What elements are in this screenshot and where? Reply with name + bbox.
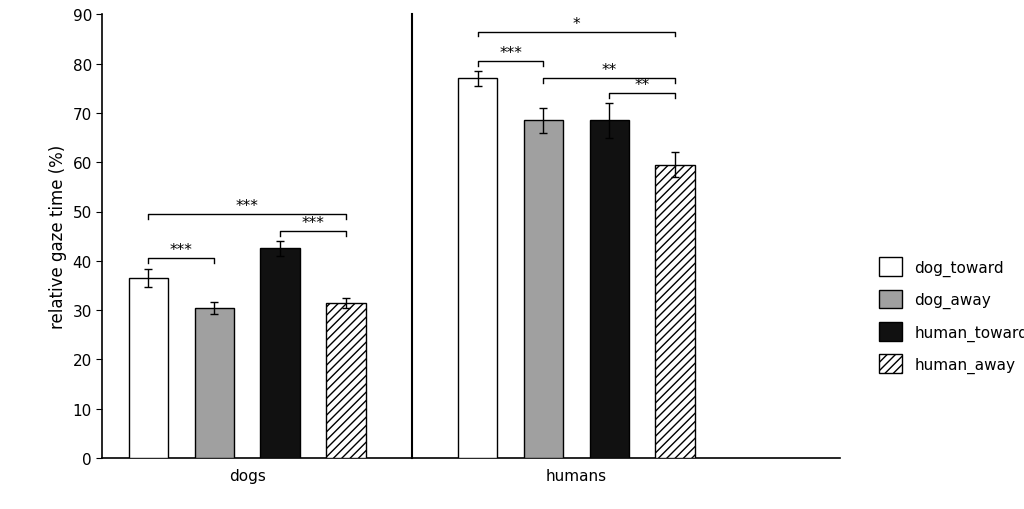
Bar <box>458 79 498 458</box>
Bar <box>327 303 366 458</box>
Bar <box>655 165 695 458</box>
Bar <box>260 249 300 458</box>
Text: *: * <box>572 16 581 32</box>
Bar <box>129 278 168 458</box>
Text: ***: *** <box>302 216 325 231</box>
Bar <box>195 308 234 458</box>
Y-axis label: relative gaze time (%): relative gaze time (%) <box>49 145 67 329</box>
Text: ***: *** <box>170 243 193 258</box>
Legend: dog_toward, dog_away, human_toward, human_away: dog_toward, dog_away, human_toward, huma… <box>872 251 1024 380</box>
Bar <box>590 121 629 458</box>
Bar <box>523 121 563 458</box>
Text: **: ** <box>602 63 616 78</box>
Text: ***: *** <box>499 46 522 61</box>
Text: ***: *** <box>236 199 259 214</box>
Text: **: ** <box>635 78 650 93</box>
